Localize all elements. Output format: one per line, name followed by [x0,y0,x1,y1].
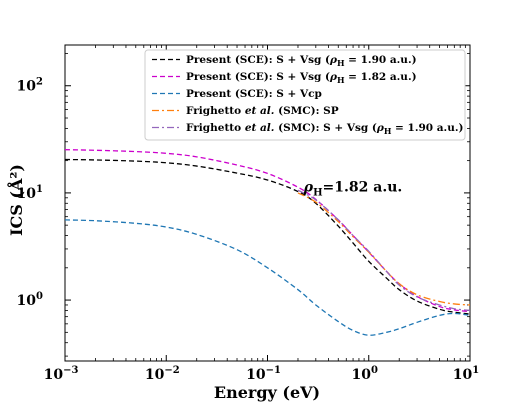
x-tick-exp: 1 [472,365,479,376]
legend: Present (SCE): S + Vsg (ρH = 1.90 a.u.) P… [144,49,466,141]
legend-label-3: Present (SCE): S + Vcp [186,88,322,100]
y-tick-base: 10 [17,79,37,95]
x-tick-label: 100 [352,365,378,383]
series-line-3 [64,219,471,336]
legend-label-4: Frighetto et al. (SMC): SP [186,105,339,117]
legend-label-1: Present (SCE): S + Vsg (ρH = 1.90 a.u.) [186,54,417,68]
annotation-label: ρH=1.82 a.u. [303,179,402,198]
x-tick-base: 10 [246,367,266,383]
legend-label-5: Frighetto et al. (SMC): S + Vsg (ρH = 1.… [186,122,463,136]
x-tick-exp: −3 [63,365,78,376]
y-tick-base: 10 [17,293,37,309]
x-tick-label: 10−3 [44,365,79,383]
x-tick-base: 10 [44,367,64,383]
x-tick-exp: 0 [371,365,378,376]
y-axis-title: ICS (Å²) [5,164,26,236]
y-tick-exp: 0 [36,291,43,302]
series-line-1 [64,158,471,315]
series-layer [64,149,471,336]
y-tick-base: 10 [17,186,37,202]
x-axis-title: Energy (eV) [214,383,320,402]
x-tick-label: 10−1 [246,365,281,383]
series-line-2 [64,149,471,313]
x-tick-base: 10 [352,367,372,383]
x-tick-label: 10−2 [145,365,180,383]
series-line-5 [297,189,471,312]
y-tick-exp: 2 [36,77,43,88]
x-tick-exp: −1 [266,365,281,376]
series-line-4 [297,192,471,306]
x-tick-exp: −2 [164,365,179,376]
y-tick-label: 100 [17,291,43,309]
legend-box [144,49,466,141]
x-tick-base: 10 [145,367,165,383]
y-tick-exp: 1 [36,184,43,195]
y-tick-label: 102 [17,77,43,95]
y-tick-label: 101 [17,184,43,202]
legend-label-2: Present (SCE): S + Vsg (ρH = 1.82 a.u.) [186,71,417,85]
annotation-text: ρ [303,179,314,195]
x-tick-base: 10 [453,367,473,383]
x-tick-label: 101 [453,365,479,383]
